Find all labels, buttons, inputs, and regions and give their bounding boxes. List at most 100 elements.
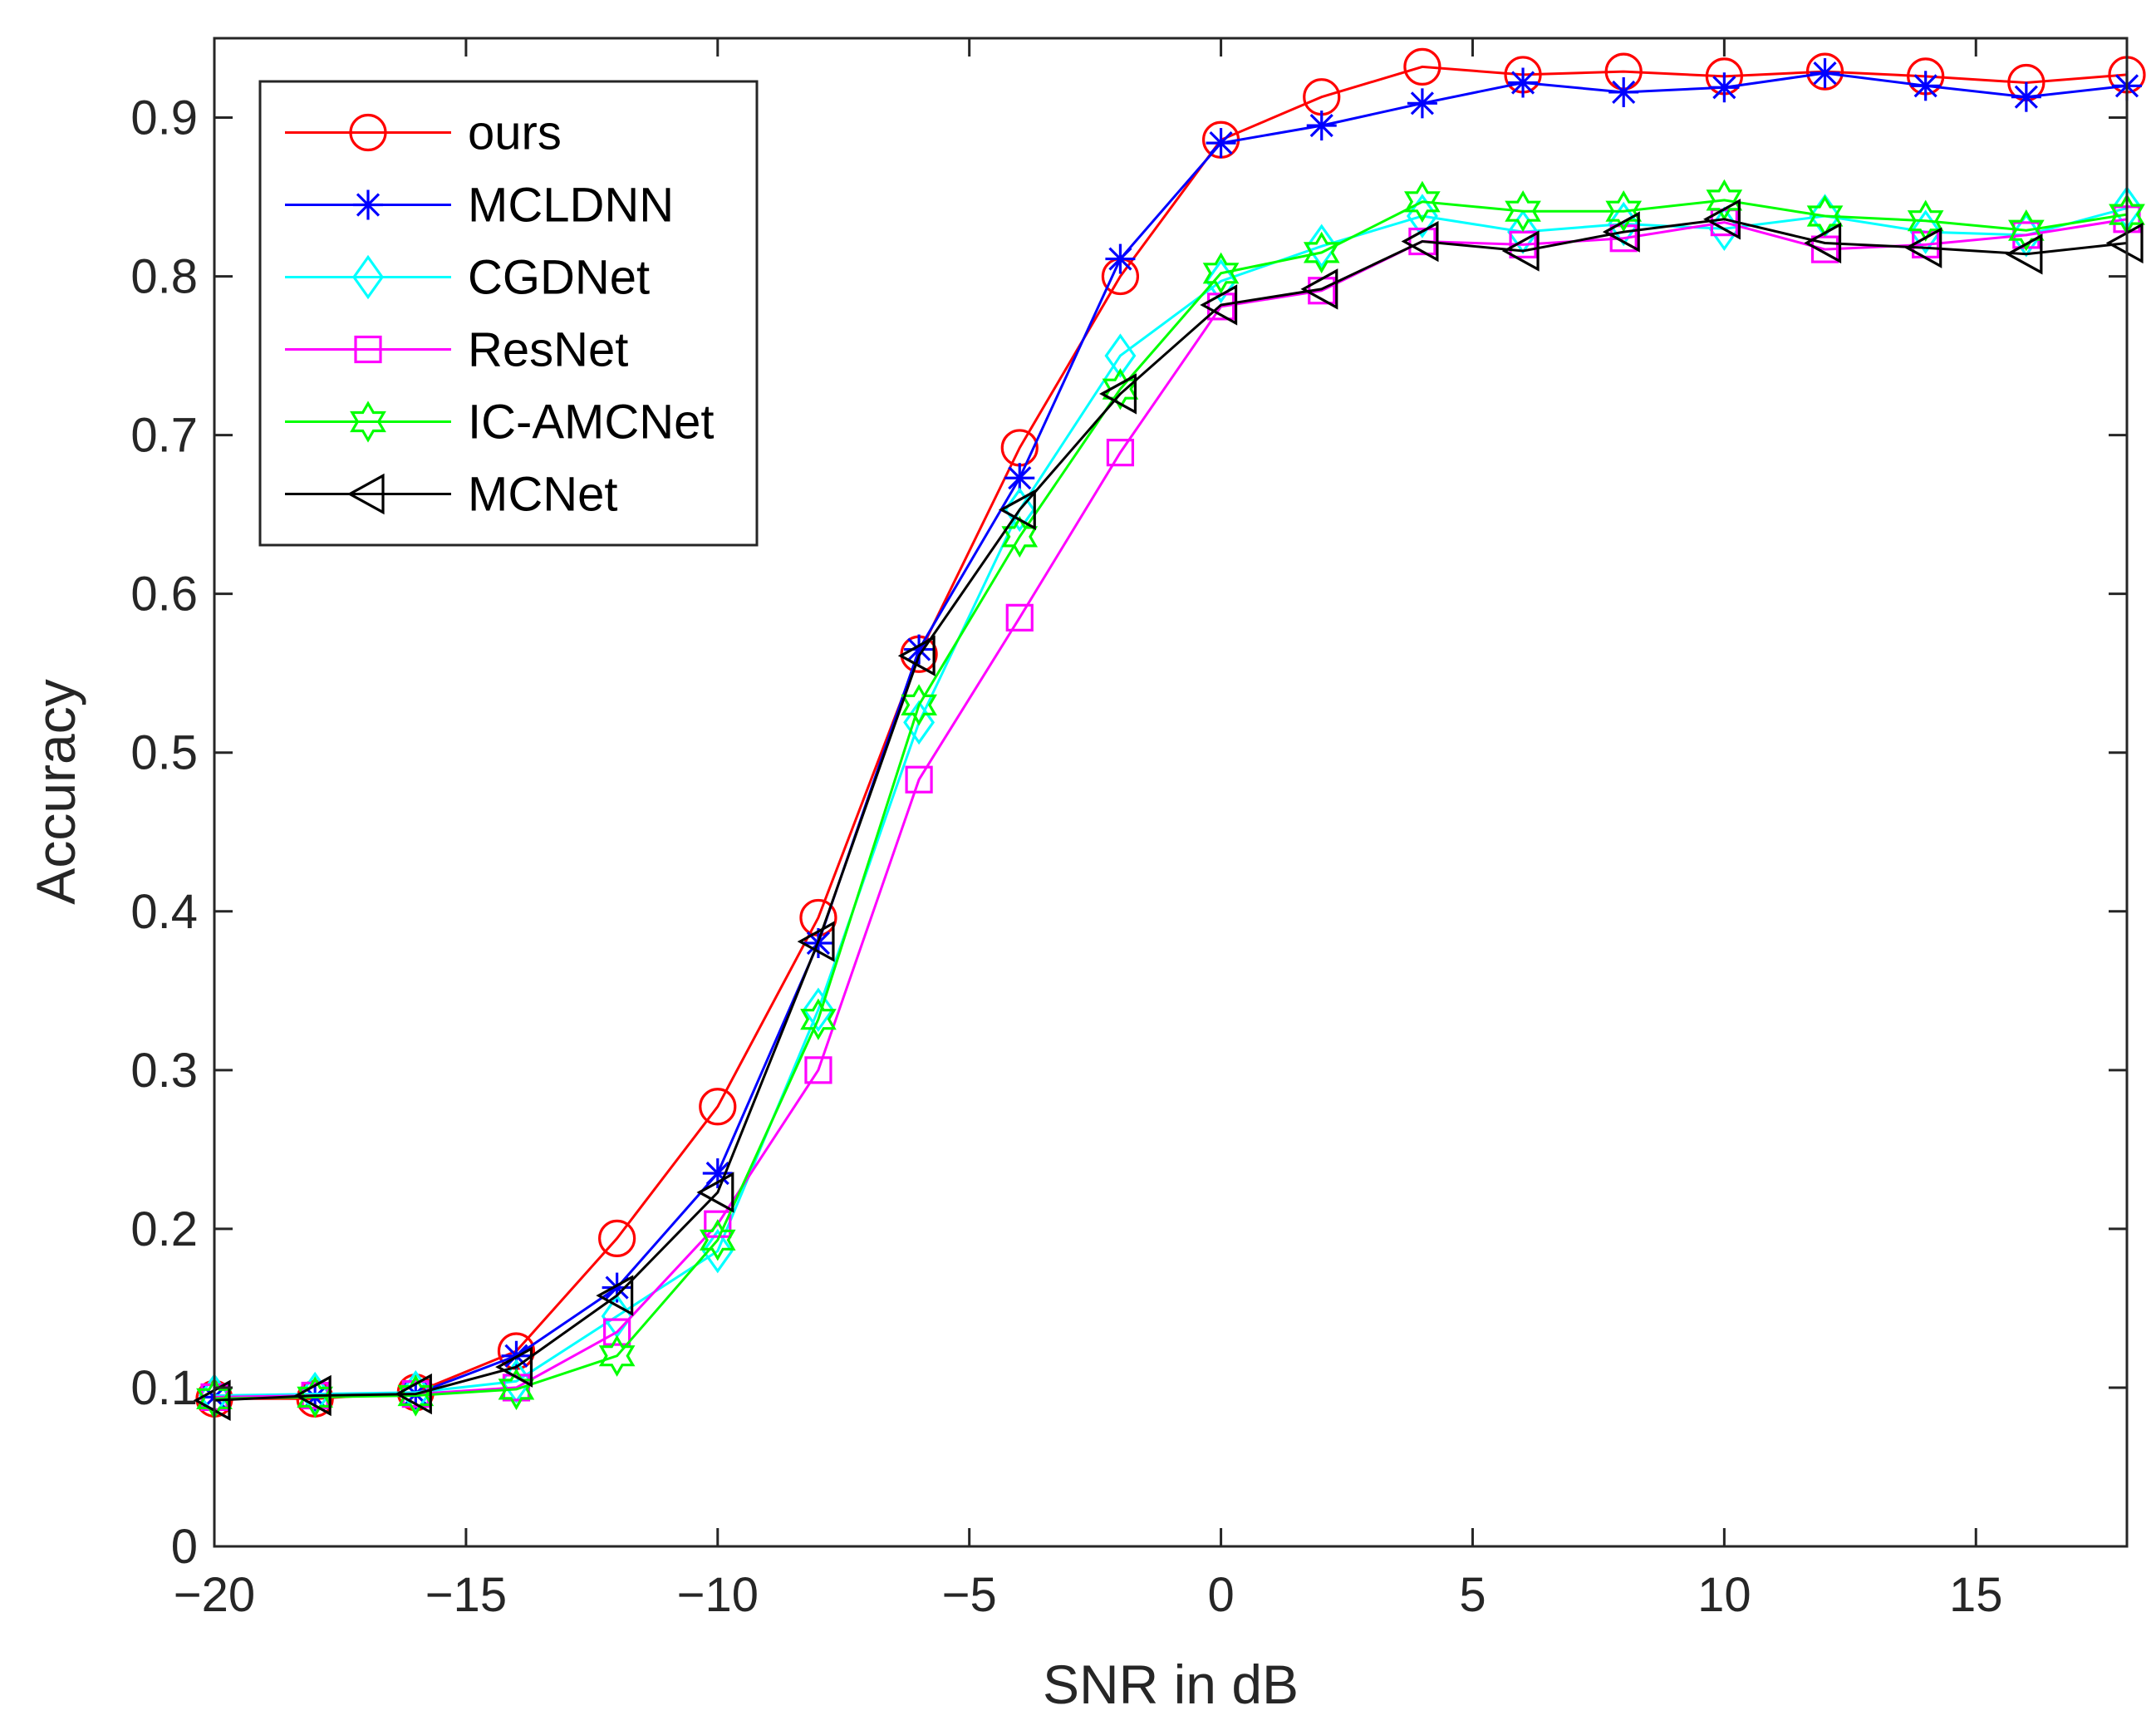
data-point-ic-amcnet — [800, 998, 837, 1040]
data-point-ic-amcnet — [598, 1334, 636, 1377]
data-point-mcnet — [1200, 284, 1238, 326]
series-line-mcnet — [214, 218, 2128, 1402]
data-point-mcldnn — [1407, 88, 1437, 119]
data-point-ic-amcnet — [699, 1219, 736, 1261]
data-point-mcnet — [897, 635, 936, 676]
data-point-mcnet — [1300, 268, 1338, 310]
x-axis-label: SNR in dB — [1043, 1654, 1299, 1715]
legend-label-ic-amcnet: IC-AMCNet — [468, 396, 714, 450]
data-point-ic-amcnet — [1303, 231, 1340, 274]
data-point-mcldnn — [1206, 128, 1236, 159]
series-ic-amcnet — [196, 179, 2145, 1420]
legend-entry-ours: ours — [285, 106, 562, 160]
data-point-mcnet — [293, 1374, 332, 1417]
data-point-resnet — [1509, 230, 1537, 258]
data-point-mcldnn — [1508, 67, 1539, 98]
legend-entry-resnet: ResNet — [285, 323, 628, 377]
data-point-cgdnet — [1104, 333, 1137, 378]
legend-entry-mcnet: MCNet — [285, 468, 617, 522]
x-tick-label: 15 — [1949, 1568, 2003, 1622]
data-point-ours — [699, 1088, 737, 1126]
data-point-resnet — [1005, 603, 1034, 632]
data-point-resnet — [603, 1318, 631, 1346]
data-point-mcldnn — [1608, 76, 1639, 107]
data-point-cgdnet — [1205, 258, 1237, 304]
data-point-mcldnn — [1910, 71, 1941, 101]
data-point-mcnet — [1401, 220, 1439, 263]
data-point-mcldnn — [2011, 81, 2041, 112]
y-tick-label: 0.5 — [130, 726, 198, 780]
data-point-ours — [1805, 52, 1844, 91]
data-point-cgdnet — [903, 700, 936, 745]
x-tick-label: 5 — [1459, 1568, 1486, 1622]
legend-label-cgdnet: CGDNet — [468, 251, 650, 305]
y-tick-label: 0.3 — [130, 1044, 198, 1098]
legend-label-mcldnn: MCLDNN — [468, 179, 674, 233]
legend: ours MCLDNN CGDNet ResNet IC-AMCNet MCNet — [258, 80, 759, 547]
legend-marker-ours — [349, 113, 387, 152]
data-point-ic-amcnet — [1404, 180, 1441, 224]
x-tick-label: 10 — [1697, 1568, 1751, 1622]
data-point-ours — [1403, 47, 1441, 86]
legend-box — [258, 80, 759, 547]
data-point-ic-amcnet — [1505, 189, 1541, 233]
data-point-mcldnn — [1306, 111, 1337, 141]
data-point-cgdnet — [1909, 209, 1942, 254]
data-point-resnet — [1609, 224, 1638, 253]
y-axis-label: Accuracy — [25, 679, 86, 904]
data-point-resnet — [804, 1056, 832, 1084]
data-point-ours — [598, 1219, 636, 1257]
data-point-mcnet — [1501, 230, 1540, 272]
data-point-cgdnet — [1305, 224, 1338, 269]
data-point-mcnet — [1804, 222, 1842, 264]
y-tick-label: 0.6 — [130, 568, 198, 622]
legend-label-ours: ours — [468, 106, 562, 160]
x-tick-label: −5 — [942, 1568, 997, 1622]
data-point-ic-amcnet — [1605, 189, 1643, 233]
legend-entry-mcldnn: MCLDNN — [285, 179, 674, 233]
data-point-mcnet — [1904, 227, 1942, 268]
data-point-mcnet — [1602, 211, 1640, 253]
data-point-mcnet — [1703, 199, 1741, 240]
data-point-mcnet — [1099, 373, 1137, 415]
legend-marker-mcldnn — [353, 189, 383, 220]
data-point-mcnet — [797, 921, 835, 962]
x-tick-label: −20 — [174, 1568, 255, 1622]
axes-layer: −20 −15 −10 −5 0 5 10 15 0 0.1 0.2 0.3 0.4 0.5 0.6 0.7 0… — [130, 37, 2129, 1622]
series-line-ic-amcnet — [214, 199, 2128, 1400]
legend-marker-ic-amcnet — [350, 401, 386, 443]
data-point-cgdnet — [1406, 194, 1438, 238]
data-point-resnet — [704, 1210, 732, 1238]
data-point-mcnet — [394, 1373, 432, 1415]
data-point-ic-amcnet — [2008, 209, 2045, 252]
y-tick-label: 0.8 — [130, 250, 198, 304]
y-tick-label: 0.7 — [130, 409, 198, 463]
data-point-mcnet — [2005, 233, 2043, 275]
axes-box — [213, 37, 2129, 1548]
x-tick-label: −10 — [677, 1568, 759, 1622]
data-point-mcldnn — [1105, 243, 1136, 274]
y-tick-label: 0.1 — [130, 1361, 198, 1415]
legend-entry-cgdnet: CGDNet — [285, 251, 650, 305]
y-tick-label: 0.4 — [130, 885, 198, 939]
x-tick-label: 0 — [1207, 1568, 1234, 1622]
legend-marker-resnet — [354, 335, 382, 364]
legend-marker-cgdnet — [352, 254, 384, 300]
legend-entry-ic-amcnet: IC-AMCNet — [285, 396, 714, 450]
y-tick-label: 0.2 — [130, 1202, 198, 1256]
data-point-mcnet — [696, 1172, 734, 1213]
legend-marker-mcnet — [346, 473, 385, 515]
data-point-cgdnet — [802, 987, 834, 1033]
legend-label-resnet: ResNet — [468, 323, 628, 377]
data-point-mcldnn — [1709, 72, 1740, 103]
data-point-mcnet — [193, 1379, 231, 1421]
data-point-resnet — [905, 765, 933, 794]
data-point-cgdnet — [701, 1228, 734, 1274]
data-point-mcnet — [2105, 222, 2144, 264]
data-point-ic-amcnet — [1202, 252, 1240, 295]
data-point-mcnet — [998, 489, 1036, 531]
y-tick-label: 0 — [171, 1520, 198, 1574]
data-point-resnet — [1106, 439, 1135, 467]
legend-label-mcnet: MCNet — [468, 468, 617, 522]
